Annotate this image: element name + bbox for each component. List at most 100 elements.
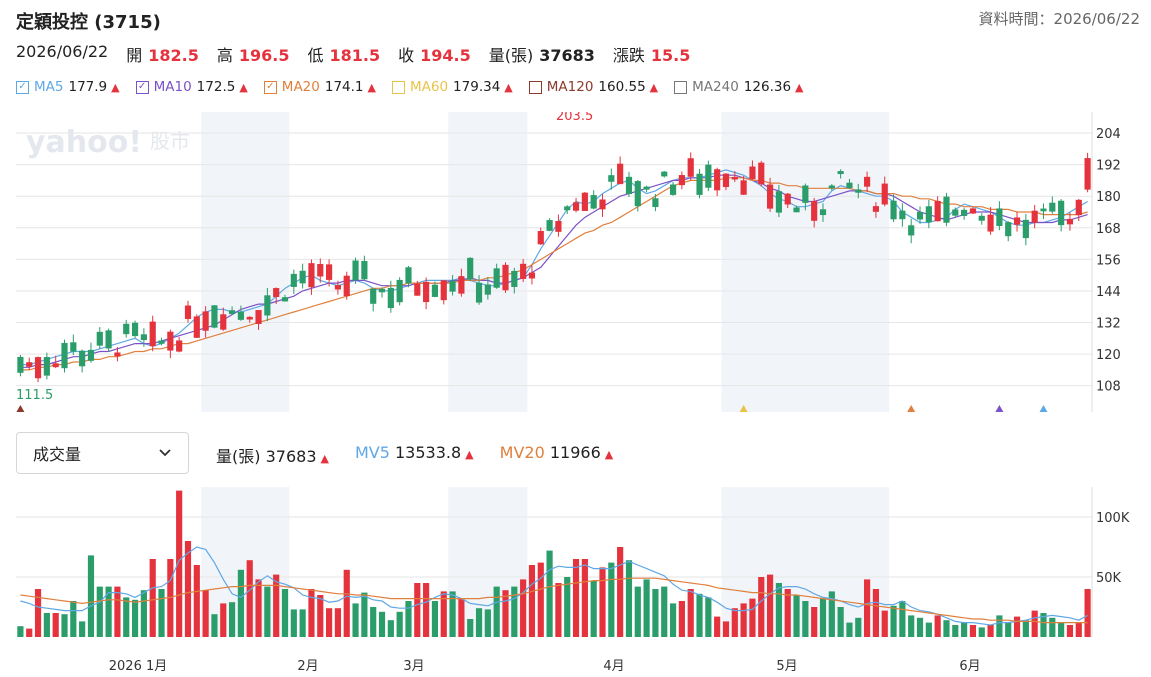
ma-value: 172.5 xyxy=(196,79,236,95)
candle-body xyxy=(934,200,941,222)
candle-body xyxy=(475,282,483,303)
candle-body xyxy=(211,305,218,328)
candle-body xyxy=(634,181,641,207)
stock-title: 定穎投控 (3715) xyxy=(16,12,161,33)
candle-body xyxy=(290,273,297,287)
volume-bar xyxy=(273,574,280,637)
candle-body xyxy=(881,183,888,205)
volume-bar xyxy=(149,559,156,637)
candle-body xyxy=(520,263,527,279)
candle-body xyxy=(449,280,456,292)
volume-bar xyxy=(555,583,562,637)
candle-body xyxy=(317,264,324,277)
candle-body xyxy=(431,284,439,297)
candle-body xyxy=(758,162,765,185)
candle-body xyxy=(864,176,871,187)
candle-body xyxy=(158,340,165,344)
candle-body xyxy=(811,201,818,221)
candle-body xyxy=(643,186,650,190)
volume-bar xyxy=(890,605,897,637)
volume-bar xyxy=(572,559,580,637)
candle-body xyxy=(326,264,333,280)
ma-toggle-ma20[interactable]: ✓ MA20 174.1 ▲ xyxy=(263,79,376,95)
volume-bar xyxy=(996,615,1003,637)
checkbox-icon[interactable] xyxy=(528,80,542,94)
volume-bar xyxy=(643,579,650,637)
candle-body xyxy=(502,264,509,291)
volume-bar xyxy=(290,609,297,637)
candle-body xyxy=(687,158,694,177)
ma-toggle-ma240[interactable]: MA240 126.36 ▲ xyxy=(674,79,804,95)
candle-body xyxy=(872,206,880,212)
event-marker-icon xyxy=(739,405,748,412)
volume-bar xyxy=(334,608,342,637)
quote-close: 收 194.5 xyxy=(398,46,471,65)
candle-body xyxy=(140,334,147,341)
volume-legend-mv5: MV5 13533.8 ▲ xyxy=(354,443,474,462)
candle-body xyxy=(61,342,68,369)
ma-toggle-ma60[interactable]: MA60 179.34 ▲ xyxy=(391,79,513,95)
ma-toggle-ma10[interactable]: ✓ MA10 172.5 ▲ xyxy=(135,79,248,95)
checkbox-icon[interactable] xyxy=(391,80,405,94)
candle-body xyxy=(105,330,112,349)
volume-bar xyxy=(872,589,880,637)
volume-bar xyxy=(775,583,782,637)
volume-bar xyxy=(625,560,633,637)
price-tick-label: 144 xyxy=(1096,285,1121,300)
price-tick-label: 168 xyxy=(1096,222,1121,237)
volume-bar xyxy=(1031,610,1038,637)
ma-value: 177.9 xyxy=(68,79,108,95)
candle-body xyxy=(1031,210,1038,223)
candle-body xyxy=(352,260,359,281)
ma5-line xyxy=(20,169,1088,366)
volume-bar xyxy=(387,620,394,637)
candle-body xyxy=(969,208,977,214)
candle-body xyxy=(784,193,791,205)
candle-body xyxy=(987,214,994,232)
up-arrow-icon: ▲ xyxy=(239,80,248,94)
volume-bar xyxy=(34,589,42,637)
event-marker-icon xyxy=(907,405,916,412)
volume-bar xyxy=(458,598,465,637)
volume-bar xyxy=(467,619,474,637)
candle-body xyxy=(273,288,280,298)
candle-body xyxy=(599,199,606,210)
ma-toggle-ma120[interactable]: MA120 160.55 ▲ xyxy=(528,79,658,95)
checkbox-checked-icon[interactable]: ✓ xyxy=(16,80,29,94)
candle-body xyxy=(908,225,915,236)
volume-bar xyxy=(431,601,439,637)
volume-bar xyxy=(184,541,192,637)
checkbox-checked-icon[interactable]: ✓ xyxy=(263,80,277,94)
volume-bar xyxy=(802,601,809,637)
volume-bar xyxy=(687,589,694,637)
checkbox-checked-icon[interactable]: ✓ xyxy=(135,80,149,94)
price-tick-label: 156 xyxy=(1096,253,1121,268)
ma-toggle-ma5[interactable]: ✓ MA5 177.9 ▲ xyxy=(16,79,120,95)
candle-body xyxy=(537,231,544,245)
checkbox-icon[interactable] xyxy=(674,80,688,94)
volume-bar xyxy=(722,621,730,637)
candle-body xyxy=(114,352,121,357)
candle-body xyxy=(405,267,412,284)
volume-bar xyxy=(714,616,721,637)
indicator-dropdown[interactable]: 成交量 xyxy=(16,432,189,474)
ma-name: MA5 xyxy=(34,79,64,95)
candle-body xyxy=(228,310,236,315)
candle-body xyxy=(952,209,959,216)
volume-bar xyxy=(484,609,491,637)
volume-tick-label: 100K xyxy=(1096,511,1130,526)
volume-bar xyxy=(740,603,747,637)
volume-bar xyxy=(96,586,103,637)
ma20-line xyxy=(20,177,1088,371)
volume-bar xyxy=(352,603,359,637)
volume-bar xyxy=(167,559,174,637)
volume-bar xyxy=(299,609,306,637)
volume-bar xyxy=(308,589,315,637)
ma-name: MA10 xyxy=(153,79,192,95)
quote-change: 漲跌 15.5 xyxy=(612,46,691,65)
event-marker-icon xyxy=(1039,405,1048,412)
volume-bar xyxy=(158,589,165,637)
candle-body xyxy=(696,173,703,195)
candle-body xyxy=(1049,202,1056,212)
volume-bar xyxy=(899,601,906,637)
